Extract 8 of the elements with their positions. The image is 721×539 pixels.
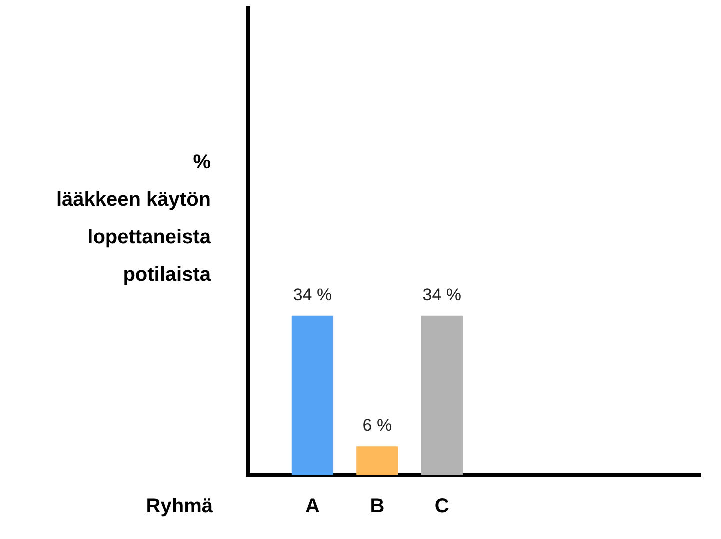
x-tick-label: C — [434, 496, 450, 518]
data-label: 34 % — [422, 285, 462, 304]
y-axis-title: % lääkkeen käytön lopettaneista potilaista — [56, 152, 212, 286]
x-axis-title: Ryhmä — [146, 496, 214, 518]
x-tick-label: B — [370, 496, 385, 518]
x-tick-label: A — [305, 496, 320, 518]
data-label: 34 % — [293, 285, 332, 304]
data-label: 6 % — [362, 416, 392, 436]
